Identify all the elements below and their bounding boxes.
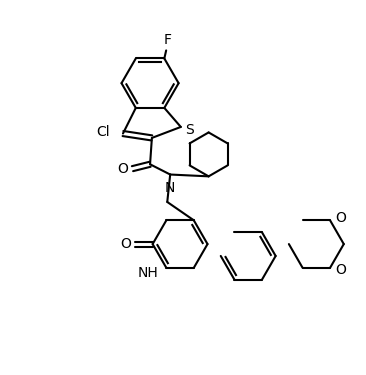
Text: S: S (185, 123, 194, 137)
Text: N: N (165, 181, 175, 195)
Text: O: O (117, 162, 128, 176)
Text: NH: NH (138, 266, 158, 280)
Text: O: O (120, 237, 131, 251)
Text: O: O (336, 211, 347, 225)
Text: O: O (336, 262, 347, 277)
Text: Cl: Cl (97, 125, 110, 139)
Text: F: F (163, 33, 171, 47)
